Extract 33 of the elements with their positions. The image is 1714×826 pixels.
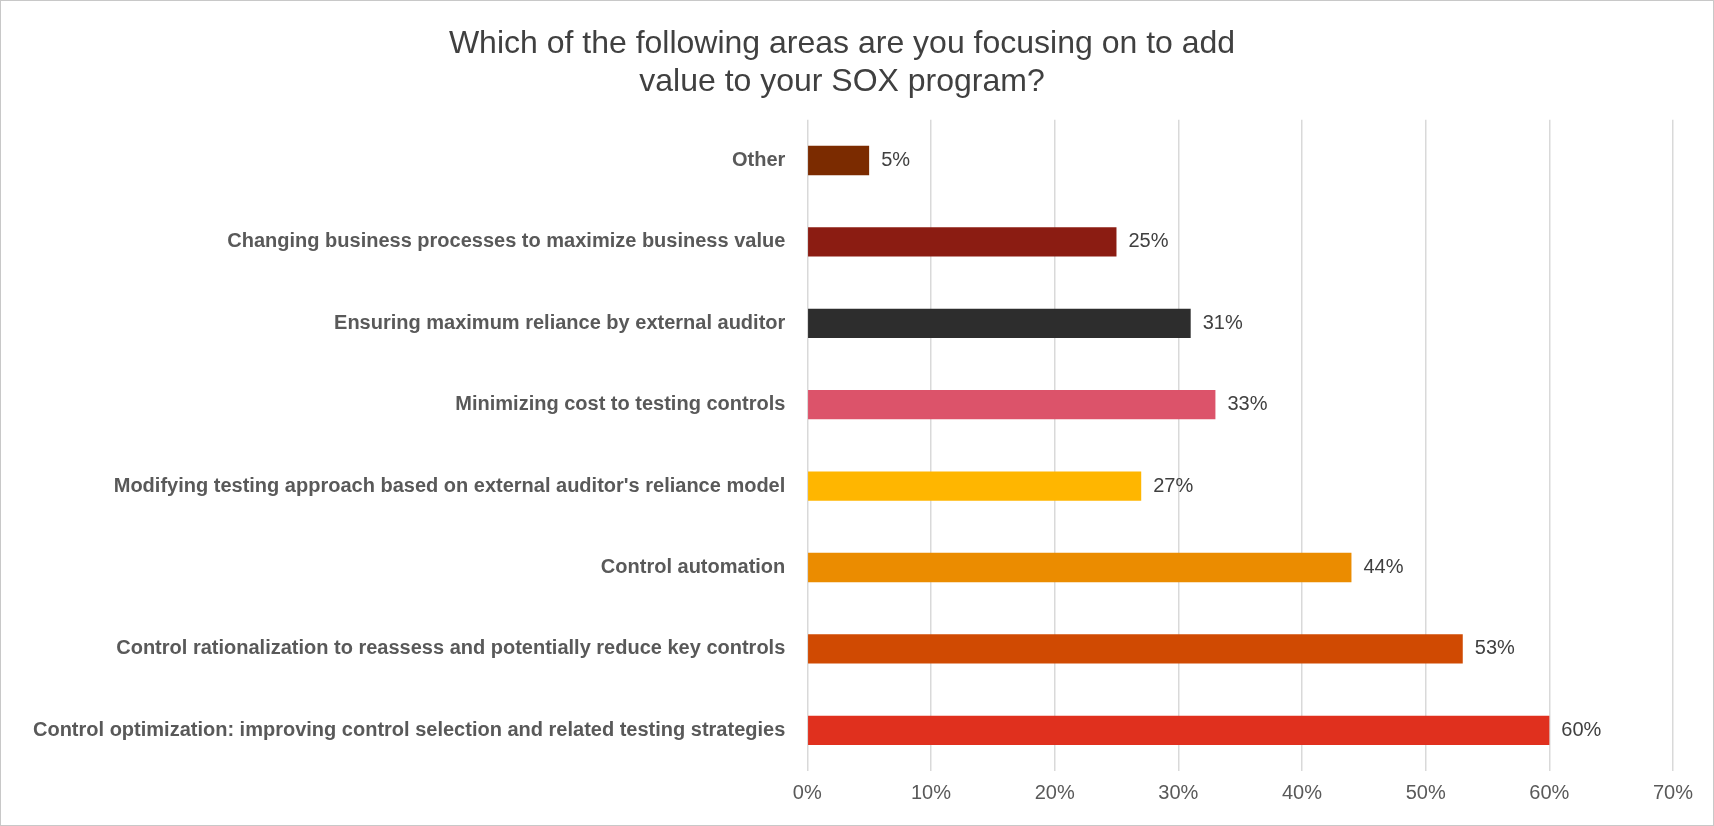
y-tick-label: Changing business processes to maximize business value — [227, 229, 786, 252]
y-tick-label: Ensuring maximum reliance by external auditor — [334, 310, 786, 333]
bar — [808, 552, 1352, 583]
data-label: 31% — [1202, 310, 1243, 333]
y-tick-label: Control rationalization to reassess and potentially reduce key controls — [116, 636, 786, 659]
x-tick-label: 60% — [1529, 780, 1570, 803]
x-tick-label: 70% — [1652, 780, 1694, 803]
x-tick-label: 20% — [1034, 780, 1075, 803]
x-tick-label: 50% — [1405, 780, 1446, 803]
y-tick-label: Modifying testing approach based on external auditor's reliance model — [113, 473, 786, 496]
data-label: 27% — [1153, 473, 1194, 496]
data-label: 25% — [1128, 229, 1169, 252]
x-tick-label: 10% — [910, 780, 952, 803]
y-tick-label: Minimizing cost to testing controls — [455, 392, 786, 415]
data-label: 60% — [1561, 717, 1602, 740]
data-label: 53% — [1474, 636, 1516, 659]
bar — [808, 308, 1191, 338]
x-tick-label: 30% — [1158, 780, 1199, 803]
x-tick-label: 40% — [1281, 780, 1323, 803]
bar — [808, 634, 1463, 664]
y-tick-label: Control optimization: improving control selection and related testing strategies — [32, 717, 786, 740]
x-tick-label: 0% — [792, 780, 822, 803]
data-label: 33% — [1227, 392, 1268, 415]
chart-title: Which of the following areas are you focusing on to add value to your SOX program? — [448, 24, 1236, 99]
bar — [808, 471, 1142, 501]
data-label: 5% — [881, 148, 911, 171]
bar — [808, 390, 1216, 420]
bar — [808, 145, 870, 176]
y-tick-label: Other — [731, 148, 786, 171]
bar — [808, 227, 1117, 257]
bar — [808, 715, 1550, 745]
data-label: 44% — [1363, 555, 1404, 578]
y-tick-label: Control automation — [600, 555, 786, 578]
